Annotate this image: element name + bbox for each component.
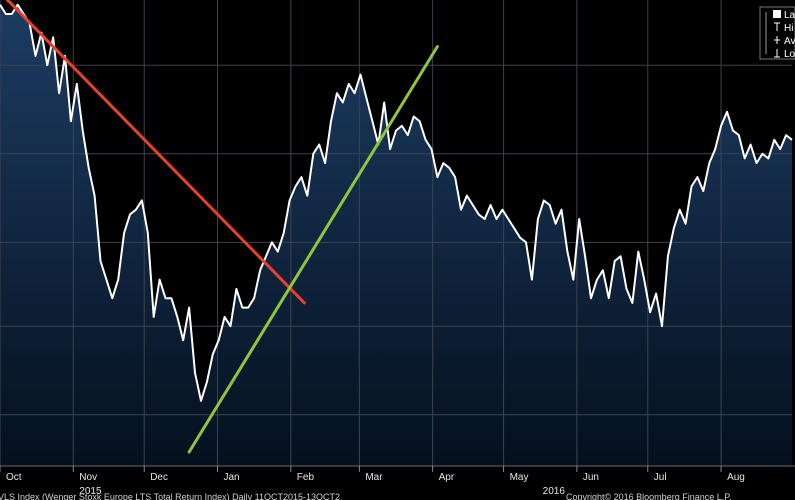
- x-tick-label-jul: Jul: [654, 472, 667, 483]
- x-tick-label-feb: Feb: [297, 472, 315, 483]
- trendline-downtrend: [5, 0, 306, 305]
- area-layer: [0, 4, 792, 466]
- x-tick-label-oct: Oct: [6, 472, 22, 483]
- x-tick-label-nov: Nov: [79, 472, 97, 483]
- series-line-last-price: [0, 3, 793, 402]
- trendlines: [5, 0, 439, 454]
- x-tick-label-jun: Jun: [583, 472, 599, 483]
- year-label-2015: 2015: [79, 486, 102, 497]
- year-label-2016: 2016: [543, 486, 566, 497]
- x-axis: Oct Nov Dec Jan Feb Mar Apr May Jun Jul Aug 2015 201…: [0, 465, 795, 500]
- gridlines: [0, 0, 792, 466]
- series-layer: [0, 3, 793, 402]
- x-tick-label-jan: Jan: [224, 472, 240, 483]
- x-tick-label-aug: Aug: [727, 472, 745, 483]
- footer-copyright: Copyright© 2016 Bloomberg Finance L.P.: [566, 492, 732, 500]
- x-tick-label-mar: Mar: [365, 472, 383, 483]
- legend-label-hi: Hi: [784, 23, 793, 34]
- x-tick-label-may: May: [510, 472, 529, 483]
- x-axis-band: [0, 466, 795, 500]
- x-tick-label-apr: Apr: [439, 472, 455, 483]
- series-area: [0, 4, 792, 466]
- footer-source: VLS Index (Wenger Stoxk Europe LTS Total…: [0, 492, 340, 500]
- legend-label-av: Av: [784, 36, 795, 47]
- legend-swatch-last: [773, 10, 781, 18]
- trendline-uptrend: [187, 45, 439, 454]
- x-tick-label-dec: Dec: [150, 472, 168, 483]
- legend-label-lo: Lo: [784, 49, 795, 60]
- footer: VLS Index (Wenger Stoxk Europe LTS Total…: [0, 492, 732, 500]
- legend: La Hi Av Lo: [759, 6, 795, 60]
- legend-label-la: La: [784, 10, 795, 21]
